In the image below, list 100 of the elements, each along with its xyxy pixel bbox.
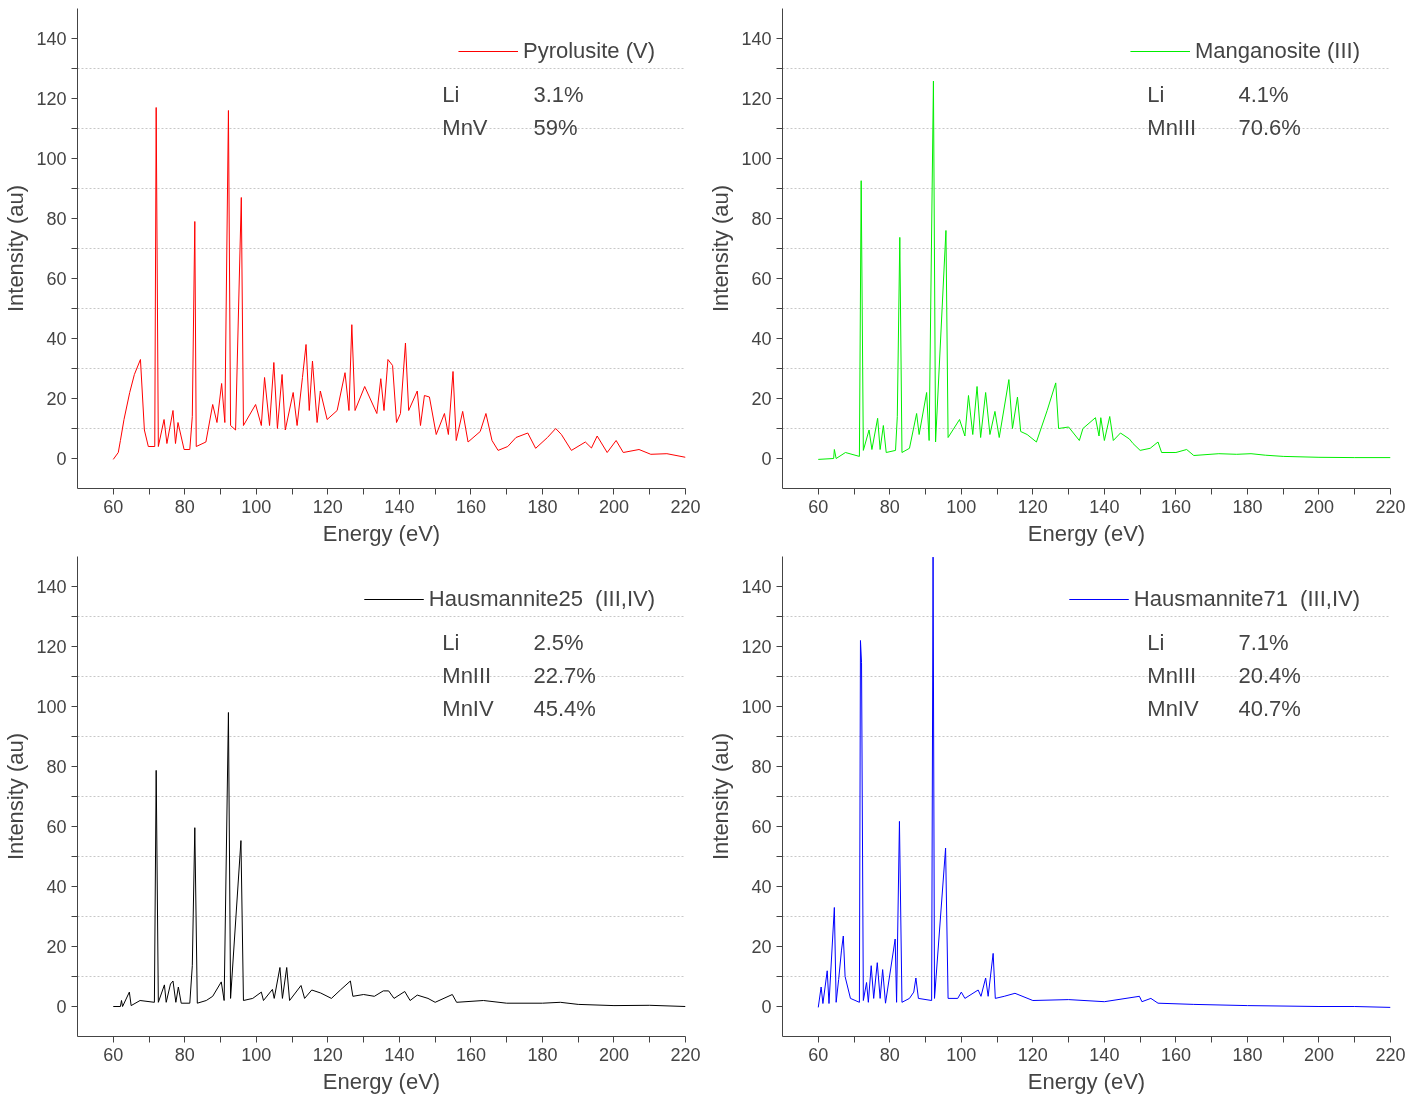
annotation: 3.1% bbox=[533, 82, 584, 108]
y-tick-label: 0 bbox=[761, 449, 772, 469]
x-tick-label: 120 bbox=[312, 496, 343, 517]
y-tick-label: 0 bbox=[56, 449, 67, 469]
y-tick-label: 140 bbox=[36, 29, 67, 49]
x-tick-label: 180 bbox=[527, 496, 558, 517]
annotation: MnIV bbox=[1147, 695, 1199, 721]
x-tick-label: 120 bbox=[312, 1044, 343, 1065]
x-tick-label: 160 bbox=[1160, 1044, 1191, 1065]
x-tick-label: 60 bbox=[103, 496, 124, 517]
y-tick-label: 40 bbox=[46, 329, 67, 349]
x-tick-label: 60 bbox=[808, 1044, 829, 1065]
x-tick-label: 100 bbox=[241, 496, 272, 517]
y-tick-label: 140 bbox=[741, 577, 772, 597]
y-tick-label: 20 bbox=[46, 937, 67, 957]
x-axis-title: Energy (eV) bbox=[1027, 520, 1146, 546]
annotation: 22.7% bbox=[533, 663, 596, 689]
annotation: MnIII bbox=[1147, 663, 1197, 689]
annotation: 7.1% bbox=[1238, 630, 1289, 656]
annotation: MnIII bbox=[1147, 115, 1197, 141]
x-tick-label: 180 bbox=[527, 1044, 558, 1065]
x-tick-label: 180 bbox=[1232, 496, 1263, 517]
y-tick-label: 140 bbox=[36, 577, 67, 597]
annotation: Li bbox=[442, 630, 460, 656]
y-tick-label: 120 bbox=[36, 637, 67, 657]
y-tick-label: 60 bbox=[46, 269, 67, 289]
annotation: 2.5% bbox=[533, 630, 584, 656]
x-tick-label: 200 bbox=[1303, 496, 1334, 517]
y-tick-label: 80 bbox=[751, 209, 772, 229]
legend-label: Manganosite (III) bbox=[1194, 38, 1360, 64]
x-tick-label: 60 bbox=[103, 1044, 124, 1065]
x-tick-label: 120 bbox=[1017, 1044, 1048, 1065]
y-tick-label: 0 bbox=[56, 997, 67, 1017]
x-tick-label: 220 bbox=[670, 1044, 701, 1065]
y-tick-label: 80 bbox=[46, 209, 67, 229]
annotation: 70.6% bbox=[1238, 115, 1301, 141]
annotation: 45.4% bbox=[533, 695, 596, 721]
y-tick-label: 80 bbox=[751, 757, 772, 777]
legend-label: Hausmannite25 (III,IV) bbox=[428, 586, 655, 612]
x-tick-label: 200 bbox=[598, 1044, 629, 1065]
y-tick-label: 40 bbox=[751, 329, 772, 349]
x-tick-label: 100 bbox=[946, 1044, 977, 1065]
x-tick-label: 100 bbox=[241, 1044, 272, 1065]
y-tick-label: 120 bbox=[741, 637, 772, 657]
y-tick-label: 100 bbox=[741, 697, 772, 717]
y-axis-title: Intensity (au) bbox=[3, 184, 29, 313]
annotation: 40.7% bbox=[1238, 695, 1301, 721]
y-tick-label: 120 bbox=[741, 89, 772, 109]
x-tick-label: 120 bbox=[1017, 496, 1048, 517]
x-tick-label: 140 bbox=[384, 1044, 415, 1065]
annotation: Li bbox=[442, 82, 460, 108]
y-tick-label: 60 bbox=[751, 269, 772, 289]
y-tick-label: 40 bbox=[751, 877, 772, 897]
y-tick-label: 20 bbox=[751, 937, 772, 957]
x-tick-label: 160 bbox=[455, 1044, 486, 1065]
y-axis-title: Intensity (au) bbox=[708, 184, 734, 313]
x-tick-label: 80 bbox=[879, 1044, 900, 1065]
y-tick-label: 0 bbox=[761, 997, 772, 1017]
x-axis-title: Energy (eV) bbox=[1027, 1068, 1146, 1094]
annotation: 59% bbox=[533, 115, 578, 141]
x-tick-label: 160 bbox=[1160, 496, 1191, 517]
annotation: MnIV bbox=[442, 695, 494, 721]
annotation: 20.4% bbox=[1238, 663, 1301, 689]
x-tick-label: 80 bbox=[174, 496, 195, 517]
x-tick-label: 200 bbox=[598, 496, 629, 517]
y-tick-label: 80 bbox=[46, 757, 67, 777]
y-tick-label: 140 bbox=[741, 29, 772, 49]
x-axis-title: Energy (eV) bbox=[322, 1068, 441, 1094]
y-tick-label: 100 bbox=[741, 149, 772, 169]
y-tick-label: 120 bbox=[36, 89, 67, 109]
annotation: Li bbox=[1147, 82, 1165, 108]
y-tick-label: 100 bbox=[36, 697, 67, 717]
y-axis-title: Intensity (au) bbox=[3, 732, 29, 861]
x-tick-label: 60 bbox=[808, 496, 829, 517]
annotation: 4.1% bbox=[1238, 82, 1289, 108]
y-tick-label: 20 bbox=[46, 389, 67, 409]
annotation: MnV bbox=[442, 115, 488, 141]
y-tick-label: 100 bbox=[36, 149, 67, 169]
y-tick-label: 60 bbox=[46, 817, 67, 837]
x-tick-label: 200 bbox=[1303, 1044, 1334, 1065]
x-tick-label: 140 bbox=[1089, 496, 1120, 517]
x-tick-label: 140 bbox=[1089, 1044, 1120, 1065]
y-tick-label: 40 bbox=[46, 877, 67, 897]
x-tick-label: 220 bbox=[1375, 1044, 1406, 1065]
x-tick-label: 220 bbox=[670, 496, 701, 517]
x-tick-label: 100 bbox=[946, 496, 977, 517]
x-tick-label: 140 bbox=[384, 496, 415, 517]
y-axis-title: Intensity (au) bbox=[708, 732, 734, 861]
x-tick-label: 180 bbox=[1232, 1044, 1263, 1065]
y-tick-label: 20 bbox=[751, 389, 772, 409]
x-tick-label: 220 bbox=[1375, 496, 1406, 517]
legend-label: Hausmannite71 (III,IV) bbox=[1133, 586, 1360, 612]
legend-label: Pyrolusite (V) bbox=[522, 38, 655, 64]
x-tick-label: 80 bbox=[879, 496, 900, 517]
x-tick-label: 80 bbox=[174, 1044, 195, 1065]
y-tick-label: 60 bbox=[751, 817, 772, 837]
x-axis-title: Energy (eV) bbox=[322, 520, 441, 546]
annotation: MnIII bbox=[442, 663, 492, 689]
x-tick-label: 160 bbox=[455, 496, 486, 517]
annotation: Li bbox=[1147, 630, 1165, 656]
